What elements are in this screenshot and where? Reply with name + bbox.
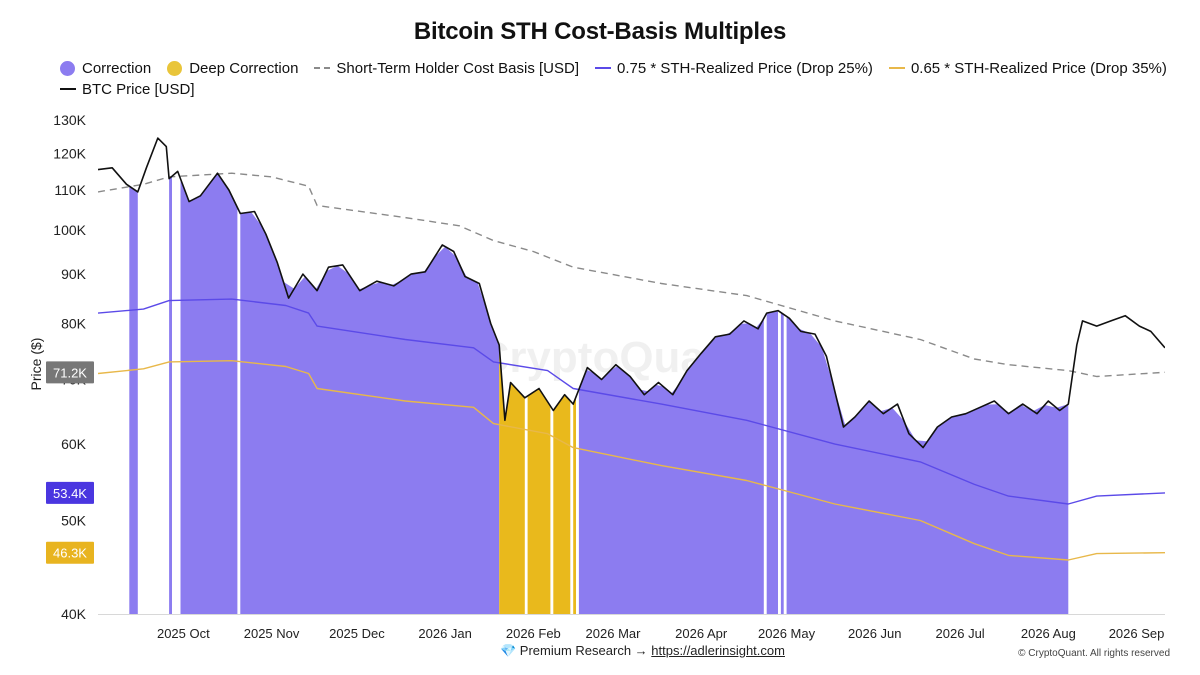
legend-label: Deep Correction (189, 59, 299, 77)
x-tick-label: 2026 Apr (675, 626, 728, 641)
sth-cost-basis-line (98, 172, 1165, 378)
x-tick-label: 2025 Nov (244, 626, 300, 641)
y-tick-label: 100K (53, 222, 86, 238)
premium-research-footer: 💎 Premium Research → https://adlerinsigh… (500, 643, 785, 659)
legend-label: 0.75 * STH-Realized Price (Drop 25%) (617, 59, 873, 77)
plot-area (98, 137, 1165, 614)
legend-label: Correction (82, 59, 152, 77)
axis-value-badge (46, 481, 94, 504)
correction-swatch-icon (60, 60, 75, 76)
legend: Correction Deep Correction Short-Term Ho… (60, 58, 1170, 100)
btc-price-line (98, 137, 1165, 449)
legend-item-drop-25[interactable]: 0.75 * STH-Realized Price (Drop 25%) (595, 60, 873, 77)
axis-value-badge-label: 46.3K (53, 546, 87, 561)
y-tick-label: 130K (53, 112, 86, 128)
watermark: CryptoQuant (478, 333, 747, 382)
copyright: © CryptoQuant. All rights reserved (1018, 648, 1170, 659)
y-tick-label: 80K (61, 315, 87, 331)
x-tick-label: 2026 May (758, 626, 816, 641)
deep-correction-region (527, 388, 551, 614)
legend-label: 0.65 * STH-Realized Price (Drop 35%) (910, 59, 1167, 77)
axis-value-badge-label: 53.4K (53, 486, 87, 501)
x-tick-label: 2025 Dec (329, 626, 385, 641)
deep-correction-region (499, 345, 525, 614)
correction-region (169, 176, 172, 614)
legend-row-1: Correction Deep Correction Short-Term Ho… (60, 58, 1170, 78)
legend-item-btc-price[interactable]: BTC Price [USD] (60, 81, 195, 98)
premium-research-label: 💎 Premium Research → (500, 643, 652, 658)
y-tick-label: 90K (61, 266, 87, 282)
black-line-icon (60, 88, 76, 90)
legend-label: Short-Term Holder Cost Basis [USD] (336, 59, 579, 77)
y-tick-label: 110K (54, 182, 86, 198)
y-tick-label: 60K (61, 436, 87, 452)
legend-row-2: BTC Price [USD] (60, 79, 1170, 99)
correction-region (766, 310, 778, 614)
legend-item-drop-35[interactable]: 0.65 * STH-Realized Price (Drop 35%) (888, 59, 1167, 77)
x-tick-label: 2026 Aug (1021, 626, 1076, 641)
legend-item-correction[interactable]: Correction (60, 60, 151, 77)
correction-region (180, 174, 238, 614)
y-axis-label: Price ($) (28, 338, 44, 391)
yellow-line-icon (888, 67, 905, 69)
legend-item-sth-cost-basis[interactable]: Short-Term Holder Cost Basis [USD] (314, 60, 579, 77)
correction-region (129, 186, 138, 614)
y-tick-label: 120K (53, 146, 86, 162)
premium-research-link[interactable]: https://adlerinsight.com (651, 643, 785, 658)
correction-region (780, 312, 784, 614)
deep-correction-region (573, 396, 576, 614)
x-tick-label: 2025 Oct (157, 626, 210, 641)
x-tick-label: 2026 Jan (418, 626, 472, 641)
chart-title: Bitcoin STH Cost-Basis Multiples (413, 18, 787, 45)
dashed-line-icon (314, 67, 331, 69)
y-tick-label: 70K (61, 371, 87, 387)
purple-line-icon (595, 67, 611, 69)
y-tick-label: 40K (61, 606, 87, 622)
deep-correction-region (553, 394, 571, 614)
axis-value-badge (46, 361, 94, 384)
x-tick-label: 2026 Jun (848, 626, 902, 641)
correction-region (578, 318, 764, 614)
axis-value-badge-label: 71.2K (53, 365, 87, 380)
correction-region (240, 212, 500, 614)
x-tick-label: 2026 Feb (506, 626, 561, 641)
x-tick-label: 2026 Jul (936, 626, 985, 641)
y-tick-label: 50K (61, 512, 87, 528)
drop-35-line (98, 360, 1165, 561)
drop-25-line (98, 298, 1165, 505)
x-tick-label: 2026 Mar (586, 626, 642, 641)
deep-correction-swatch-icon (167, 60, 183, 76)
x-tick-label: 2026 Sep (1109, 626, 1165, 641)
correction-region (786, 316, 1069, 614)
axis-value-badge (46, 541, 94, 564)
legend-item-deep-correction[interactable]: Deep Correction (167, 60, 298, 77)
legend-label: BTC Price [USD] (82, 80, 195, 98)
